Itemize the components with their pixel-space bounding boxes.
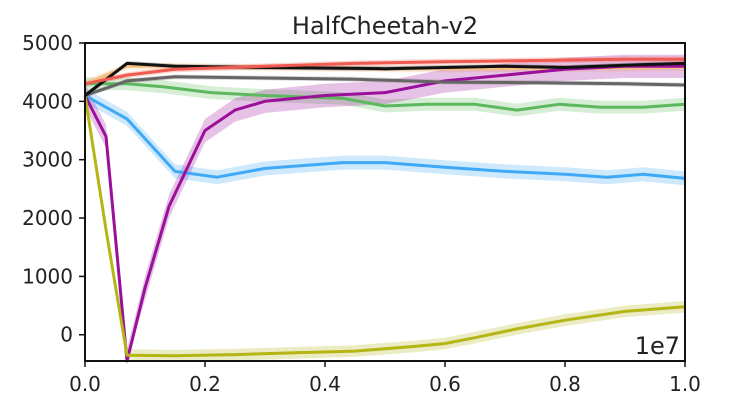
x-tick-label: 0.2 (189, 372, 221, 396)
series-2-line (84, 94, 686, 180)
chart-title: HalfCheetah-v2 (292, 12, 478, 40)
series-lines (83, 57, 686, 363)
x-tick-label: 0.6 (429, 372, 461, 396)
series-6-line (84, 75, 686, 97)
series-4-line (83, 64, 685, 363)
y-tick-label: 4000 (22, 89, 73, 113)
series-7-line (84, 61, 686, 97)
series-8-line (84, 57, 685, 86)
plot-frame (84, 42, 686, 362)
y-tick-label: 3000 (22, 148, 73, 172)
series-3-line (85, 82, 686, 112)
x-multiplier-label: 1e7 (635, 332, 680, 360)
series-5-line (83, 95, 686, 358)
x-tick-label: 1.0 (669, 372, 701, 396)
y-axis-ticks: 0 1000 2000 3000 4000 5000 (22, 31, 85, 347)
y-tick-label: 0 (60, 323, 73, 347)
x-tick-label: 0.0 (69, 372, 101, 396)
y-tick-label: 2000 (22, 206, 73, 230)
series-6-band (85, 74, 685, 98)
series-5-band (85, 89, 685, 361)
y-tick-label: 5000 (22, 31, 73, 55)
x-tick-label: 0.8 (549, 372, 581, 396)
y-tick-label: 1000 (22, 264, 73, 288)
x-tick-label: 0.4 (309, 372, 341, 396)
x-axis-ticks: 0.0 0.2 0.4 0.6 0.8 1.0 (69, 361, 701, 396)
